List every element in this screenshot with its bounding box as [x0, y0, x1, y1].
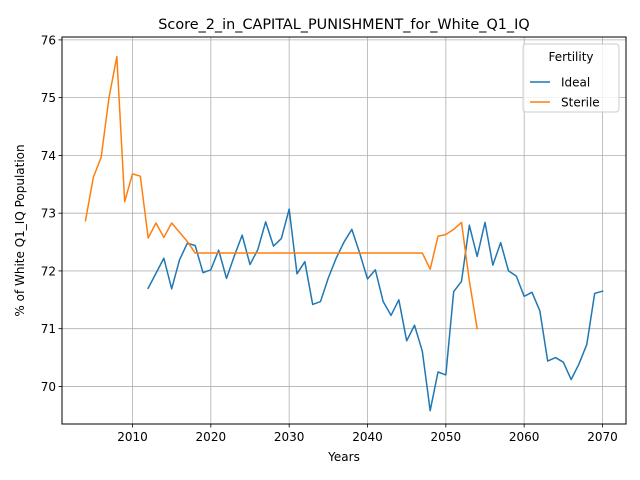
- y-tick-label: 74: [41, 149, 56, 163]
- x-tick-label: 2030: [274, 430, 305, 444]
- y-tick-label: 76: [41, 33, 56, 47]
- x-axis-ticks: 2010 2020 2030 2040 2050 2060 2070: [117, 424, 618, 444]
- y-axis-title: % of White Q1_IQ Population: [13, 144, 27, 316]
- x-tick-label: 2070: [587, 430, 618, 444]
- y-tick-label: 72: [41, 264, 56, 278]
- x-tick-label: 2050: [431, 430, 462, 444]
- x-tick-label: 2040: [352, 430, 383, 444]
- legend-label-ideal: Ideal: [561, 76, 590, 90]
- legend-label-sterile: Sterile: [561, 96, 600, 110]
- grid-lines: [62, 37, 626, 424]
- series-lines: [84, 55, 604, 412]
- x-tick-label: 2010: [117, 430, 148, 444]
- series-line-ideal: [147, 208, 604, 412]
- x-tick-label: 2060: [509, 430, 540, 444]
- y-tick-label: 71: [41, 322, 56, 336]
- y-axis-ticks: 70 71 72 73 74 75 76: [41, 33, 62, 394]
- x-axis-title: Years: [327, 450, 360, 464]
- x-tick-label: 2020: [196, 430, 227, 444]
- y-tick-label: 70: [41, 380, 56, 394]
- chart-title: Score_2_in_CAPITAL_PUNISHMENT_for_White_…: [158, 17, 529, 33]
- plot-area-frame: [61, 36, 627, 425]
- legend: Fertility Ideal Sterile: [522, 43, 620, 113]
- legend-title: Fertility: [548, 50, 593, 64]
- y-tick-label: 75: [41, 91, 56, 105]
- series-line-sterile: [84, 55, 479, 330]
- y-tick-label: 73: [41, 207, 56, 221]
- legend-box: [522, 43, 620, 113]
